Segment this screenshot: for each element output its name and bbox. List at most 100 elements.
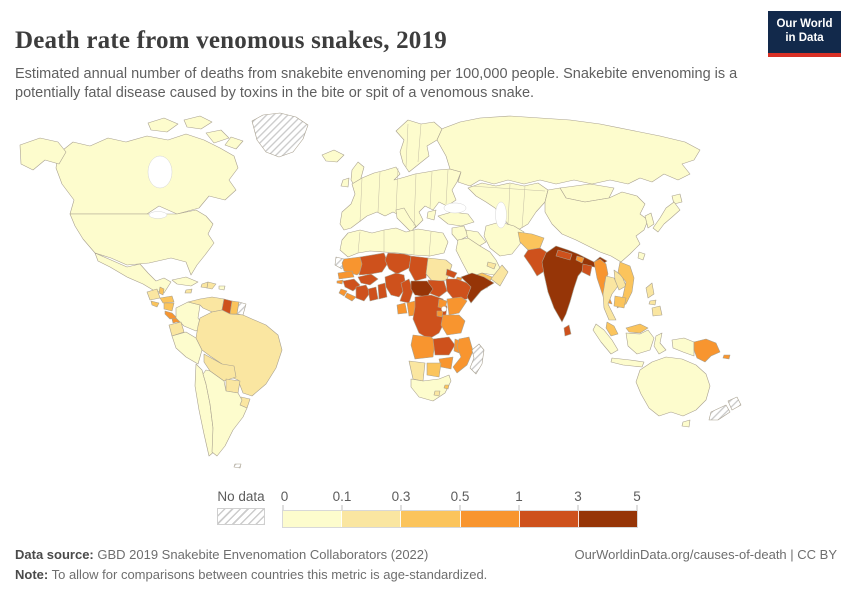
country-japan[interactable]: [652, 201, 681, 233]
country-madagascar[interactable]: [469, 343, 485, 375]
country-malaysia-borneo[interactable]: [625, 323, 649, 334]
country-mexico[interactable]: [94, 252, 172, 294]
country-honduras[interactable]: [159, 295, 175, 304]
legend-color-segment-1-3[interactable]: [519, 511, 579, 527]
country-cambodia[interactable]: [613, 295, 627, 309]
region-scandinavia[interactable]: [395, 119, 443, 173]
country-turkey[interactable]: [437, 211, 475, 227]
country-eswatini[interactable]: [443, 384, 450, 390]
country-namibia[interactable]: [408, 360, 426, 382]
country-malaysia[interactable]: [605, 321, 619, 337]
country-cote-divoire[interactable]: [355, 284, 371, 302]
country-rwanda-burundi[interactable]: [436, 310, 444, 318]
country-guinea-bissau[interactable]: [336, 279, 344, 285]
country-western-sahara[interactable]: [334, 256, 345, 270]
country-argentina[interactable]: [202, 369, 248, 457]
region-north-africa[interactable]: [339, 227, 449, 258]
country-jamaica[interactable]: [184, 288, 193, 294]
country-dominican-republic[interactable]: [206, 281, 217, 290]
country-china[interactable]: [544, 187, 649, 263]
country-canada[interactable]: [147, 117, 179, 133]
country-philippines[interactable]: [645, 282, 655, 299]
country-sri-lanka[interactable]: [563, 324, 572, 337]
country-kenya[interactable]: [446, 296, 468, 316]
country-indonesia-papua[interactable]: [671, 337, 695, 357]
country-solomon-islands[interactable]: [722, 354, 731, 360]
country-el-salvador[interactable]: [150, 300, 160, 308]
country-oman[interactable]: [490, 264, 509, 287]
country-italy[interactable]: [395, 207, 417, 233]
country-senegal[interactable]: [337, 270, 355, 280]
country-indonesia-java[interactable]: [610, 357, 645, 368]
region-levant[interactable]: [451, 225, 469, 242]
country-indonesia-sulawesi[interactable]: [653, 332, 667, 355]
country-india[interactable]: [541, 245, 608, 323]
country-lesotho[interactable]: [433, 390, 441, 397]
country-nigeria[interactable]: [384, 272, 407, 298]
country-canada[interactable]: [55, 133, 239, 215]
country-gabon[interactable]: [396, 302, 408, 315]
country-belize[interactable]: [158, 286, 165, 296]
country-ghana[interactable]: [367, 286, 379, 302]
country-greece[interactable]: [426, 209, 437, 221]
country-brazil[interactable]: [195, 309, 283, 397]
country-angola[interactable]: [410, 334, 436, 360]
country-new-zealand[interactable]: [708, 404, 731, 421]
country-united-states-alaska[interactable]: [19, 137, 67, 171]
country-iran[interactable]: [483, 221, 525, 257]
country-canada[interactable]: [224, 136, 244, 150]
country-liberia[interactable]: [344, 292, 357, 302]
country-nicaragua[interactable]: [163, 302, 175, 312]
country-paraguay[interactable]: [225, 378, 241, 394]
country-new-zealand[interactable]: [727, 396, 742, 411]
legend-no-data-swatch[interactable]: [217, 508, 265, 525]
country-mali[interactable]: [358, 252, 389, 276]
country-philippines[interactable]: [651, 305, 663, 317]
country-russia[interactable]: [436, 115, 701, 187]
legend-color-segment-0.3-0.5[interactable]: [401, 511, 461, 527]
country-falkland-islands[interactable]: [233, 463, 242, 469]
country-papua-new-guinea[interactable]: [693, 338, 721, 363]
country-canada[interactable]: [183, 115, 213, 130]
country-puerto-rico[interactable]: [218, 285, 226, 291]
country-australia[interactable]: [635, 356, 711, 417]
country-australia-tasmania[interactable]: [681, 419, 691, 428]
country-eritrea[interactable]: [445, 268, 458, 279]
country-united-states[interactable]: [69, 209, 215, 276]
country-philippines[interactable]: [648, 299, 657, 306]
country-ireland[interactable]: [340, 177, 350, 188]
country-peru[interactable]: [171, 331, 203, 365]
legend-color-segment-0-0.1[interactable]: [283, 511, 343, 527]
country-zambia[interactable]: [432, 336, 456, 356]
country-taiwan[interactable]: [637, 251, 646, 261]
country-iceland[interactable]: [321, 149, 345, 163]
footer-link[interactable]: OurWorldinData.org/causes-of-death | CC …: [574, 547, 837, 562]
region-central-asia[interactable]: [467, 182, 549, 231]
country-canada[interactable]: [205, 129, 230, 144]
legend-color-segment-0.5-1[interactable]: [460, 511, 520, 527]
country-somalia[interactable]: [460, 272, 495, 304]
country-afghanistan[interactable]: [517, 231, 545, 251]
country-burkina-faso[interactable]: [357, 273, 379, 286]
country-bangladesh[interactable]: [581, 263, 593, 277]
country-uae[interactable]: [486, 261, 497, 270]
country-greenland[interactable]: [251, 112, 309, 158]
country-botswana[interactable]: [426, 362, 442, 378]
country-japan[interactable]: [671, 193, 683, 205]
country-niger[interactable]: [384, 252, 412, 275]
country-bolivia[interactable]: [203, 353, 237, 382]
country-togo-benin[interactable]: [377, 282, 388, 300]
country-indonesia-sumatra[interactable]: [592, 323, 619, 355]
country-south-korea[interactable]: [644, 212, 655, 229]
country-nepal[interactable]: [555, 249, 573, 261]
country-chad[interactable]: [408, 255, 429, 282]
legend-color-segment-0.1-0.3[interactable]: [342, 511, 402, 527]
country-tanzania[interactable]: [440, 314, 466, 336]
country-cuba[interactable]: [171, 276, 199, 287]
country-costa-rica[interactable]: [164, 310, 178, 320]
country-bhutan[interactable]: [575, 255, 585, 264]
legend-color-segment-3-5[interactable]: [578, 511, 638, 527]
country-sierra-leone[interactable]: [338, 288, 348, 297]
owid-logo[interactable]: Our World in Data: [768, 11, 841, 57]
country-mozambique[interactable]: [452, 336, 474, 374]
